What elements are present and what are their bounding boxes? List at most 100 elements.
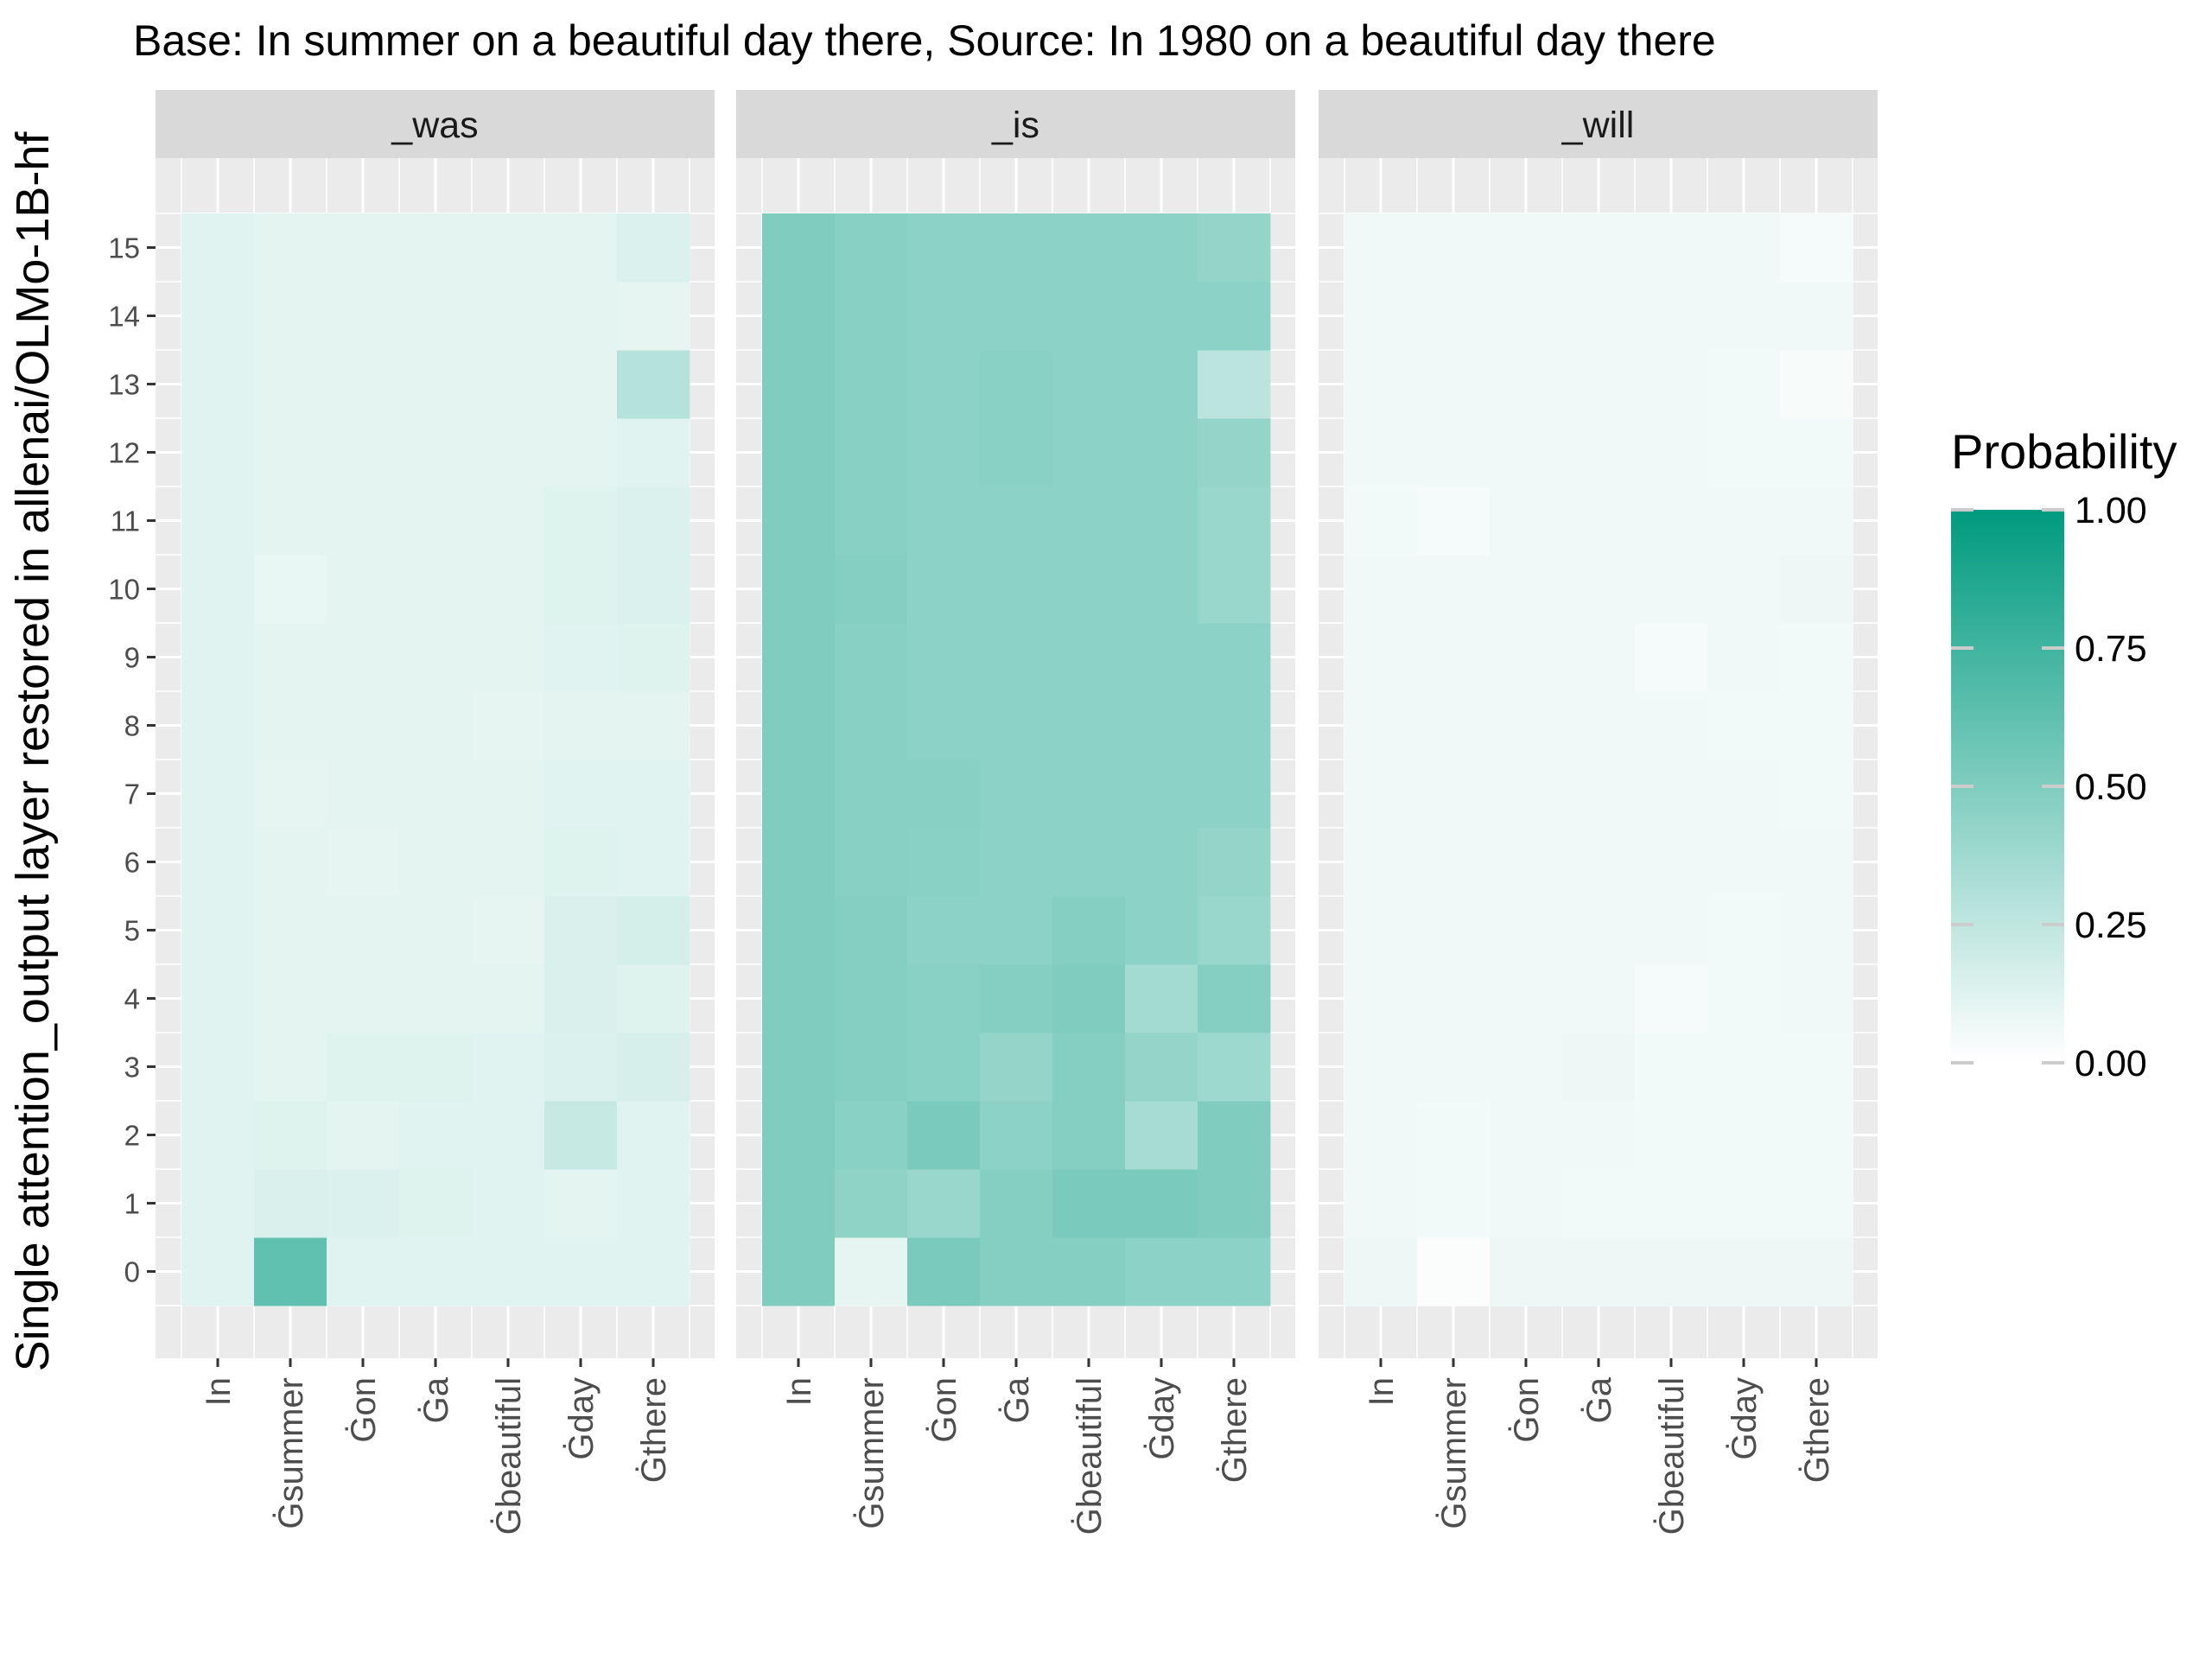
y-tick-label: 6	[124, 847, 140, 879]
x-tick-label: Ġday	[562, 1377, 601, 1460]
heatmap-cell	[1707, 350, 1781, 419]
heatmap-cell	[399, 828, 473, 897]
heatmap-cell	[1198, 760, 1271, 829]
x-tick-label: In	[200, 1377, 238, 1406]
heatmap-cell	[907, 828, 981, 897]
x-tick-label: Ġa	[1580, 1376, 1618, 1423]
heatmap-cell	[1635, 1237, 1708, 1306]
heatmap-cell	[181, 213, 255, 283]
heatmap-cell	[544, 1237, 618, 1306]
heatmap-cell	[1417, 1237, 1491, 1306]
heatmap-cell	[544, 691, 618, 760]
facet-panel-will: _will In Ġsummer Ġon Ġa Ġbeautiful Ġday Ġthere	[1319, 90, 1878, 1535]
heatmap-cell	[1198, 623, 1271, 692]
heatmap-cell	[980, 896, 1053, 965]
heatmap-cell	[980, 691, 1053, 760]
heatmap-cell	[835, 486, 908, 556]
heatmap-cell	[1780, 964, 1853, 1033]
heatmap-cell	[254, 486, 327, 556]
heatmap-cell	[1125, 213, 1198, 283]
heatmap-cell	[254, 623, 327, 692]
heatmap-cell	[472, 1033, 545, 1102]
heatmap-cell	[1052, 555, 1126, 624]
heatmap-cell	[1125, 555, 1198, 624]
heatmap-cell	[762, 760, 836, 829]
heatmap-cell	[1490, 623, 1563, 692]
heatmap-cell	[181, 486, 255, 556]
heatmap-cell	[907, 282, 981, 351]
heatmap-cell	[1780, 1237, 1853, 1306]
x-tick-label: Ġsummer	[1434, 1377, 1473, 1529]
heatmap-cell	[1780, 282, 1853, 351]
heatmap-cell	[254, 555, 327, 624]
heatmap-cell	[1780, 1169, 1853, 1238]
y-tick-label: 0	[124, 1256, 140, 1288]
heatmap-cell	[1125, 1033, 1198, 1102]
heatmap-cell	[544, 1033, 618, 1102]
heatmap-cell	[1562, 1237, 1636, 1306]
heatmap-cell	[472, 418, 545, 487]
legend-title: Probability	[1951, 424, 2177, 479]
heatmap-cell	[1635, 418, 1708, 487]
y-tick-label: 10	[108, 574, 140, 606]
heatmap-cell	[327, 555, 400, 624]
heatmap-cell	[1052, 1237, 1126, 1306]
facet-strip-label: _was	[391, 105, 478, 146]
heatmap-cell	[907, 350, 981, 419]
heatmap-cell	[1635, 282, 1708, 351]
heatmap-cell	[907, 691, 981, 760]
y-tick-label: 12	[108, 437, 140, 469]
facet-strip-label: _will	[1561, 105, 1635, 146]
heatmap-cell	[1344, 1033, 1418, 1102]
legend-label: 0.75	[2075, 628, 2147, 670]
heatmap-cell	[762, 418, 836, 487]
heatmap-cell	[544, 282, 618, 351]
heatmap-cell	[980, 760, 1053, 829]
heatmap-cell	[762, 964, 836, 1033]
heatmap-cell	[181, 555, 255, 624]
heatmap-cell	[762, 828, 836, 897]
heatmap-cell	[762, 350, 836, 419]
heatmap-cell	[181, 896, 255, 965]
heatmap-cell	[1125, 350, 1198, 419]
heatmap-cell	[399, 896, 473, 965]
y-axis-title: Single attention_output layer restored i…	[7, 131, 59, 1372]
heatmap-cell	[762, 691, 836, 760]
heatmap-cell	[1344, 964, 1418, 1033]
heatmap-cell	[907, 1033, 981, 1102]
y-tick-label: 7	[124, 779, 140, 810]
heatmap-cell	[617, 350, 690, 419]
facet-strip-label: _is	[991, 105, 1039, 146]
heatmap-cell	[617, 1237, 690, 1306]
x-tick-label: In	[1363, 1377, 1401, 1406]
heatmap-cell	[1198, 486, 1271, 556]
heatmap-cell	[181, 623, 255, 692]
heatmap-cell	[181, 350, 255, 419]
heatmap-cell	[472, 896, 545, 965]
heatmap-cell	[1707, 1237, 1781, 1306]
heatmap-cell	[1635, 964, 1708, 1033]
heatmap-cell	[1052, 896, 1126, 965]
heatmap-cell	[1125, 418, 1198, 487]
heatmap-cell	[1562, 760, 1636, 829]
heatmap-cell	[327, 1169, 400, 1238]
legend: Probability 0.00 0.25 0.50 0.75 1.00	[1951, 424, 2177, 1084]
y-tick-label: 1	[124, 1188, 140, 1220]
heatmap-cell	[617, 282, 690, 351]
heatmap-cell	[980, 555, 1053, 624]
heatmap-cell	[1417, 828, 1491, 897]
heatmap-cell	[472, 350, 545, 419]
heatmap-cell	[1490, 964, 1563, 1033]
heatmap-cell	[1490, 282, 1563, 351]
heatmap-cell	[327, 213, 400, 283]
heatmap-cell	[1198, 828, 1271, 897]
y-tick-label: 9	[124, 642, 140, 674]
heatmap-cell	[472, 691, 545, 760]
heatmap-cell	[472, 213, 545, 283]
heatmap-cell	[835, 760, 908, 829]
heatmap-cell	[1707, 623, 1781, 692]
heatmap-cell	[1635, 896, 1708, 965]
heatmap-cell	[1198, 555, 1271, 624]
